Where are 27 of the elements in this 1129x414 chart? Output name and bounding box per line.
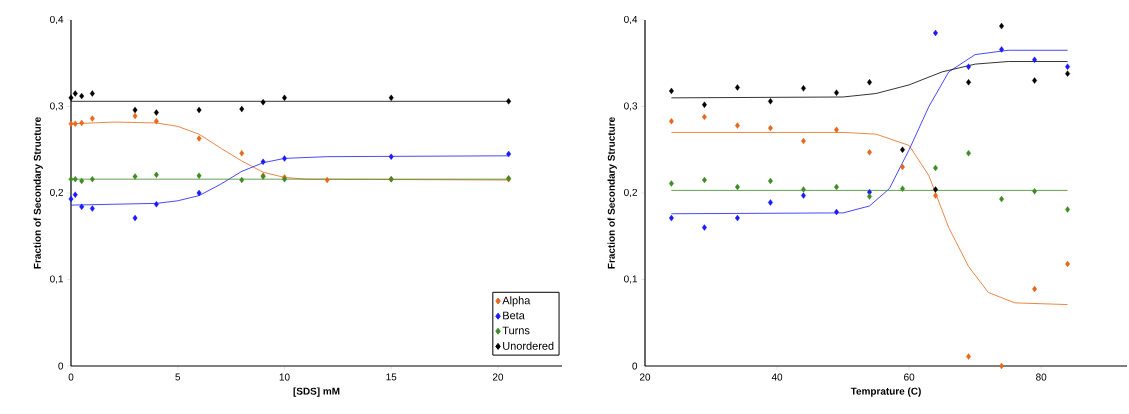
y-tick-label: 0 [58, 362, 64, 370]
x-tick-label: 40 [771, 373, 783, 381]
x-tick-label: 10 [279, 373, 290, 381]
y-tick-label: 0,2 [50, 188, 63, 198]
x-tick-label: 15 [386, 373, 397, 381]
y-tick-label: 0,4 [624, 15, 638, 25]
x-tick-label: 5 [175, 373, 181, 381]
y-tick-label: 0,3 [624, 102, 638, 111]
x-axis-title: [SDS] mM [293, 387, 340, 397]
y-tick-label: 0,3 [50, 102, 64, 111]
legend-label: Alpha [502, 296, 531, 307]
legend-label: Unordered [503, 341, 554, 350]
x-tick-label: 80 [1036, 373, 1047, 381]
x-tick-label: 20 [639, 373, 651, 381]
y-axis-title: Fraction of Secondary Structure [607, 117, 617, 269]
legend-label: Turns [502, 326, 530, 335]
x-axis-title: Temprature (C) [850, 387, 921, 397]
y-tick-label: 0 [632, 362, 638, 370]
x-tick-label: 20 [492, 373, 504, 381]
y-axis-title: Fraction of Secondary Structure [33, 117, 43, 269]
x-tick-label: 0 [68, 373, 74, 381]
x-tick-label: 60 [904, 373, 915, 381]
y-tick-label: 0,1 [50, 275, 64, 284]
y-tick-label: 0,4 [50, 15, 64, 25]
y-tick-label: 0,1 [624, 275, 638, 284]
y-tick-label: 0,2 [624, 188, 638, 198]
legend-label: Beta [503, 311, 525, 320]
